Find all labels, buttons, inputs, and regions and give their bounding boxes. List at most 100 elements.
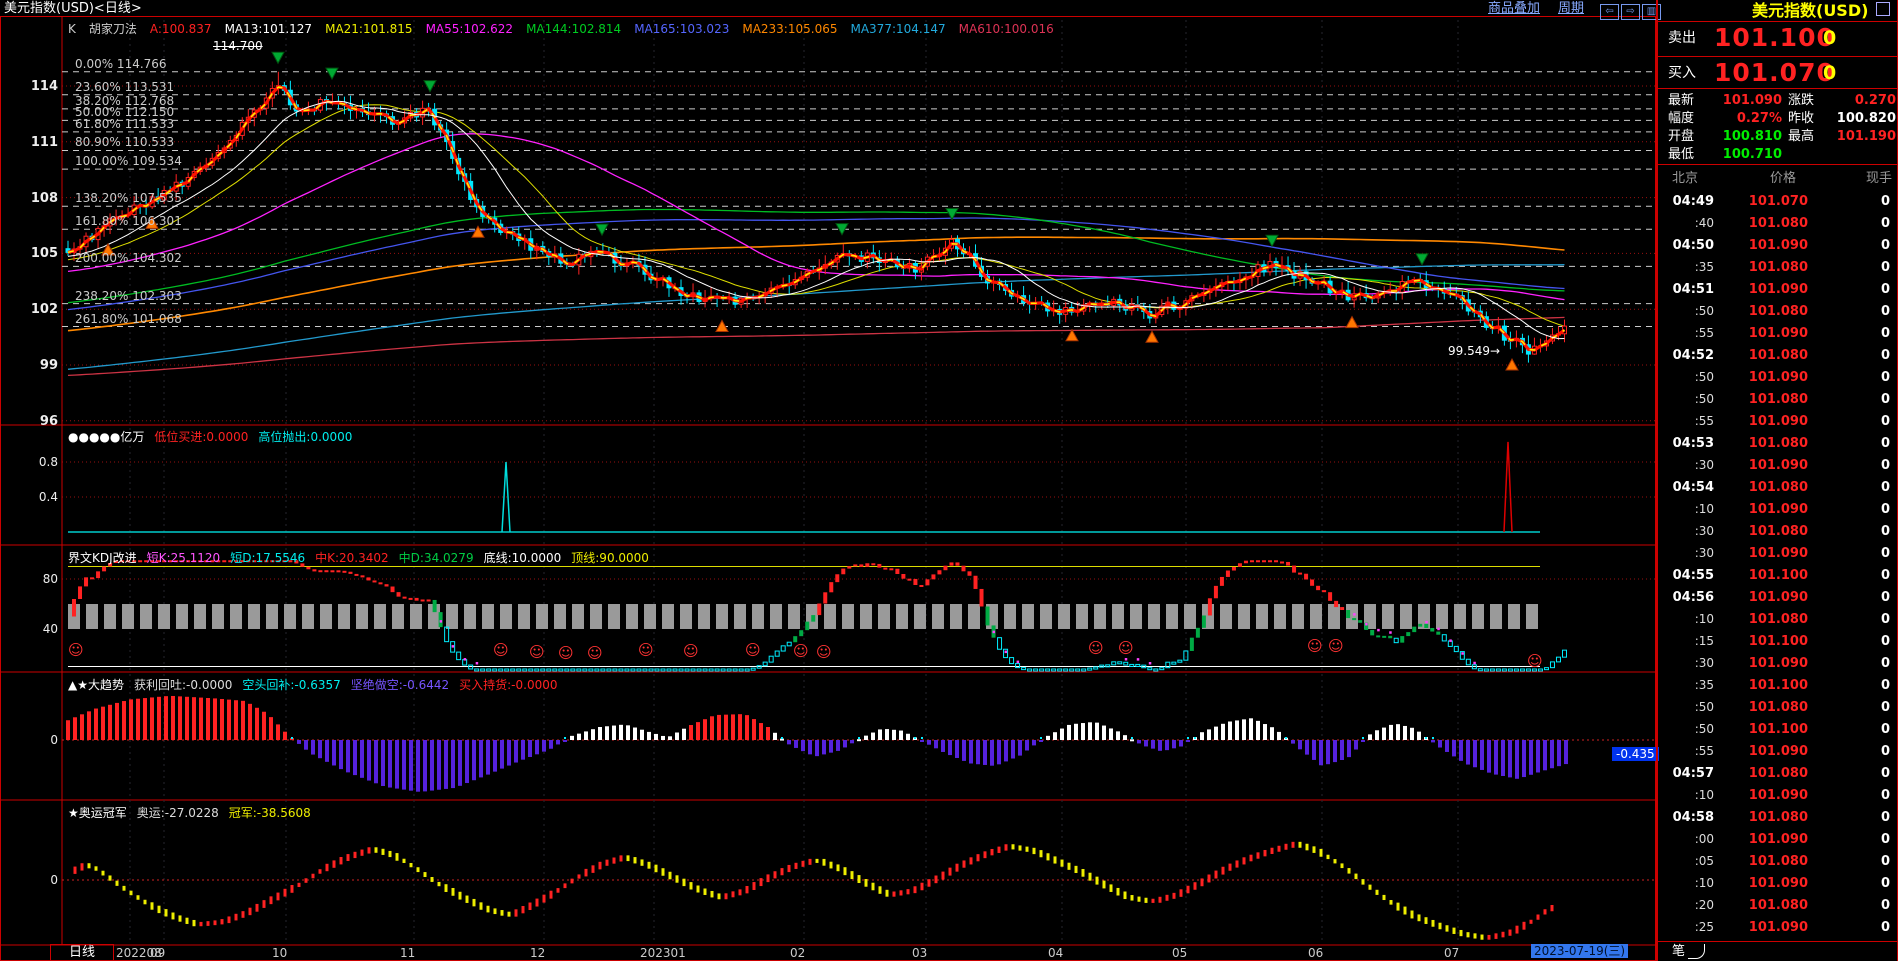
panel-yiwan-title: ●●●●●亿万 — [68, 430, 145, 444]
stat-label: 最高 — [1788, 129, 1815, 144]
stat-value: 101.090 — [1722, 93, 1782, 108]
sell-signal-arrow-icon — [325, 67, 339, 81]
arrow-left-button[interactable]: ⇦ — [1600, 4, 1619, 20]
smiley-buy-icon: ☺ — [558, 644, 574, 662]
tns-price: 101.090 — [1748, 502, 1808, 517]
panel-kdj: 界文KDJ改进 短K:25.1120 短D:17.5546 中K:20.3402 中D:… — [68, 549, 659, 565]
panel-kdj-field: 短D:17.5546 — [230, 551, 306, 565]
restore-window-icon[interactable] — [1876, 2, 1890, 16]
tns-time: :05 — [1694, 854, 1714, 868]
smiley-buy-icon: ☺ — [1527, 652, 1543, 670]
month-label: 05 — [1172, 946, 1188, 960]
indicator-value: MA233:105.065 — [742, 22, 838, 36]
buy-signal-arrow-icon — [101, 242, 115, 256]
tns-price: 101.080 — [1748, 810, 1808, 825]
buy-price: 101.070 — [1714, 58, 1835, 87]
buy-signal-arrow-icon — [1345, 315, 1359, 329]
month-label: 12 — [530, 946, 546, 960]
chart-header: K 胡家刀法 A:100.837 MA13:101.127 MA21:101.815 MA… — [68, 20, 1067, 36]
tns-time: 04:51 — [1672, 282, 1714, 297]
buy-signal-arrow-icon — [1145, 330, 1159, 343]
stat-value: 0.270 — [1854, 93, 1896, 108]
main-y-tick: 108 — [30, 190, 58, 206]
indicator-value: MA21:101.815 — [325, 22, 413, 36]
fib-level-label: 38.20% 112.768 — [75, 93, 175, 108]
tns-time: :30 — [1694, 656, 1714, 670]
tns-time: 04:49 — [1672, 194, 1714, 209]
main-y-tick: 99 — [39, 358, 58, 373]
buy-signal-arrow-icon — [1505, 358, 1519, 371]
tns-price: 101.080 — [1748, 392, 1808, 407]
month-label: 09 — [150, 946, 166, 960]
panel-yiwan-field: 低位买进:0.0000 — [154, 430, 249, 444]
sell-signal-arrow-icon — [1415, 253, 1429, 266]
tns-volume: 0 — [1880, 920, 1890, 935]
peak-price-label: 114.700 — [213, 39, 263, 53]
stat-label: 涨跌 — [1788, 93, 1815, 108]
split-view-button[interactable]: ▥ — [1642, 4, 1661, 20]
sell-price: 101.100 — [1714, 23, 1835, 52]
tab-curve-decoration — [1688, 944, 1705, 959]
panel-olympic-title: ★奥运冠军 — [68, 806, 127, 820]
main-y-tick: 102 — [30, 302, 58, 318]
stat-value: 101.190 — [1836, 129, 1896, 144]
arrow-right-button[interactable]: ⇨ — [1621, 4, 1640, 20]
month-label: 07 — [1444, 946, 1460, 960]
trend-y-tick: 0 — [50, 733, 58, 747]
tns-volume: 0 — [1880, 238, 1890, 253]
tns-price: 101.090 — [1748, 370, 1808, 385]
period-link[interactable]: 周期 — [1558, 1, 1585, 16]
tns-time: 04:50 — [1672, 238, 1714, 253]
tab-ticks[interactable]: 笔 — [1672, 944, 1686, 959]
period-box[interactable]: 日线 — [50, 944, 114, 961]
tns-price: 101.090 — [1748, 876, 1808, 891]
tns-volume: 0 — [1880, 524, 1890, 539]
fib-level-label: 200.00% 104.302 — [75, 251, 182, 266]
kdj-y-tick: 40 — [42, 622, 58, 636]
panel-kdj-field: 短K:25.1120 — [146, 551, 221, 565]
panel-kdj-title: 界文KDJ改进 — [68, 551, 137, 565]
tns-price: 101.090 — [1748, 546, 1808, 561]
tns-time: :35 — [1694, 260, 1714, 274]
stat-value: 0.27% — [1736, 111, 1782, 126]
indicator-value: MA610:100.016 — [958, 22, 1054, 36]
panel-kdj-field: 中D:34.0279 — [398, 551, 474, 565]
panel-olympic: ★奥运冠军 奥运:-27.0228 冠军:-38.5608 — [68, 804, 321, 820]
tns-price: 101.080 — [1748, 348, 1808, 363]
tns-time: 04:53 — [1672, 436, 1714, 451]
tns-volume: 0 — [1880, 436, 1890, 451]
chart-area[interactable] — [0, 0, 1656, 961]
low-price-label: 99.549→ — [1448, 344, 1501, 358]
tns-volume: 0 — [1880, 216, 1890, 231]
tns-time: 04:54 — [1672, 480, 1714, 495]
fib-level-label: 50.00% 112.150 — [75, 105, 175, 120]
tns-volume: 0 — [1880, 722, 1890, 737]
month-label: 11 — [400, 946, 416, 960]
overlay-commodity-link[interactable]: 商品叠加 — [1488, 1, 1541, 16]
panel-trend-title: ▲★大趋势 — [68, 678, 124, 692]
tns-time: :55 — [1694, 414, 1714, 428]
smiley-buy-icon: ☺ — [68, 641, 84, 659]
panel-olympic-field: 冠军:-38.5608 — [228, 806, 311, 820]
tns-volume: 0 — [1880, 656, 1890, 671]
month-label: 202208 — [116, 946, 162, 960]
panel-yiwan: ●●●●●亿万 低位买进:0.0000 高位抛出:0.0000 — [68, 428, 362, 444]
month-label: 06 — [1308, 946, 1324, 960]
smiley-buy-icon: ☺ — [793, 642, 809, 660]
fib-level-label: 80.90% 110.533 — [75, 135, 175, 150]
instrument-title: 美元指数(USD) — [1752, 1, 1869, 20]
fib-level-label: 61.80% 111.533 — [75, 116, 175, 131]
tns-volume: 0 — [1880, 414, 1890, 429]
sell-signal-arrow-icon — [1265, 234, 1279, 248]
tns-volume: 0 — [1880, 260, 1890, 275]
stat-value: 100.710 — [1722, 147, 1782, 162]
fib-level-label: 0.00% 114.766 — [75, 56, 167, 71]
tns-price: 101.090 — [1748, 282, 1808, 297]
yiwan-y-tick: 0.4 — [38, 490, 58, 504]
kdj-y-tick: 80 — [42, 572, 58, 586]
fib-level-label: 138.20% 107.535 — [75, 191, 182, 206]
tns-price: 101.080 — [1748, 216, 1808, 231]
tns-price: 101.080 — [1748, 524, 1808, 539]
buy-signal-arrow-icon — [145, 216, 159, 229]
